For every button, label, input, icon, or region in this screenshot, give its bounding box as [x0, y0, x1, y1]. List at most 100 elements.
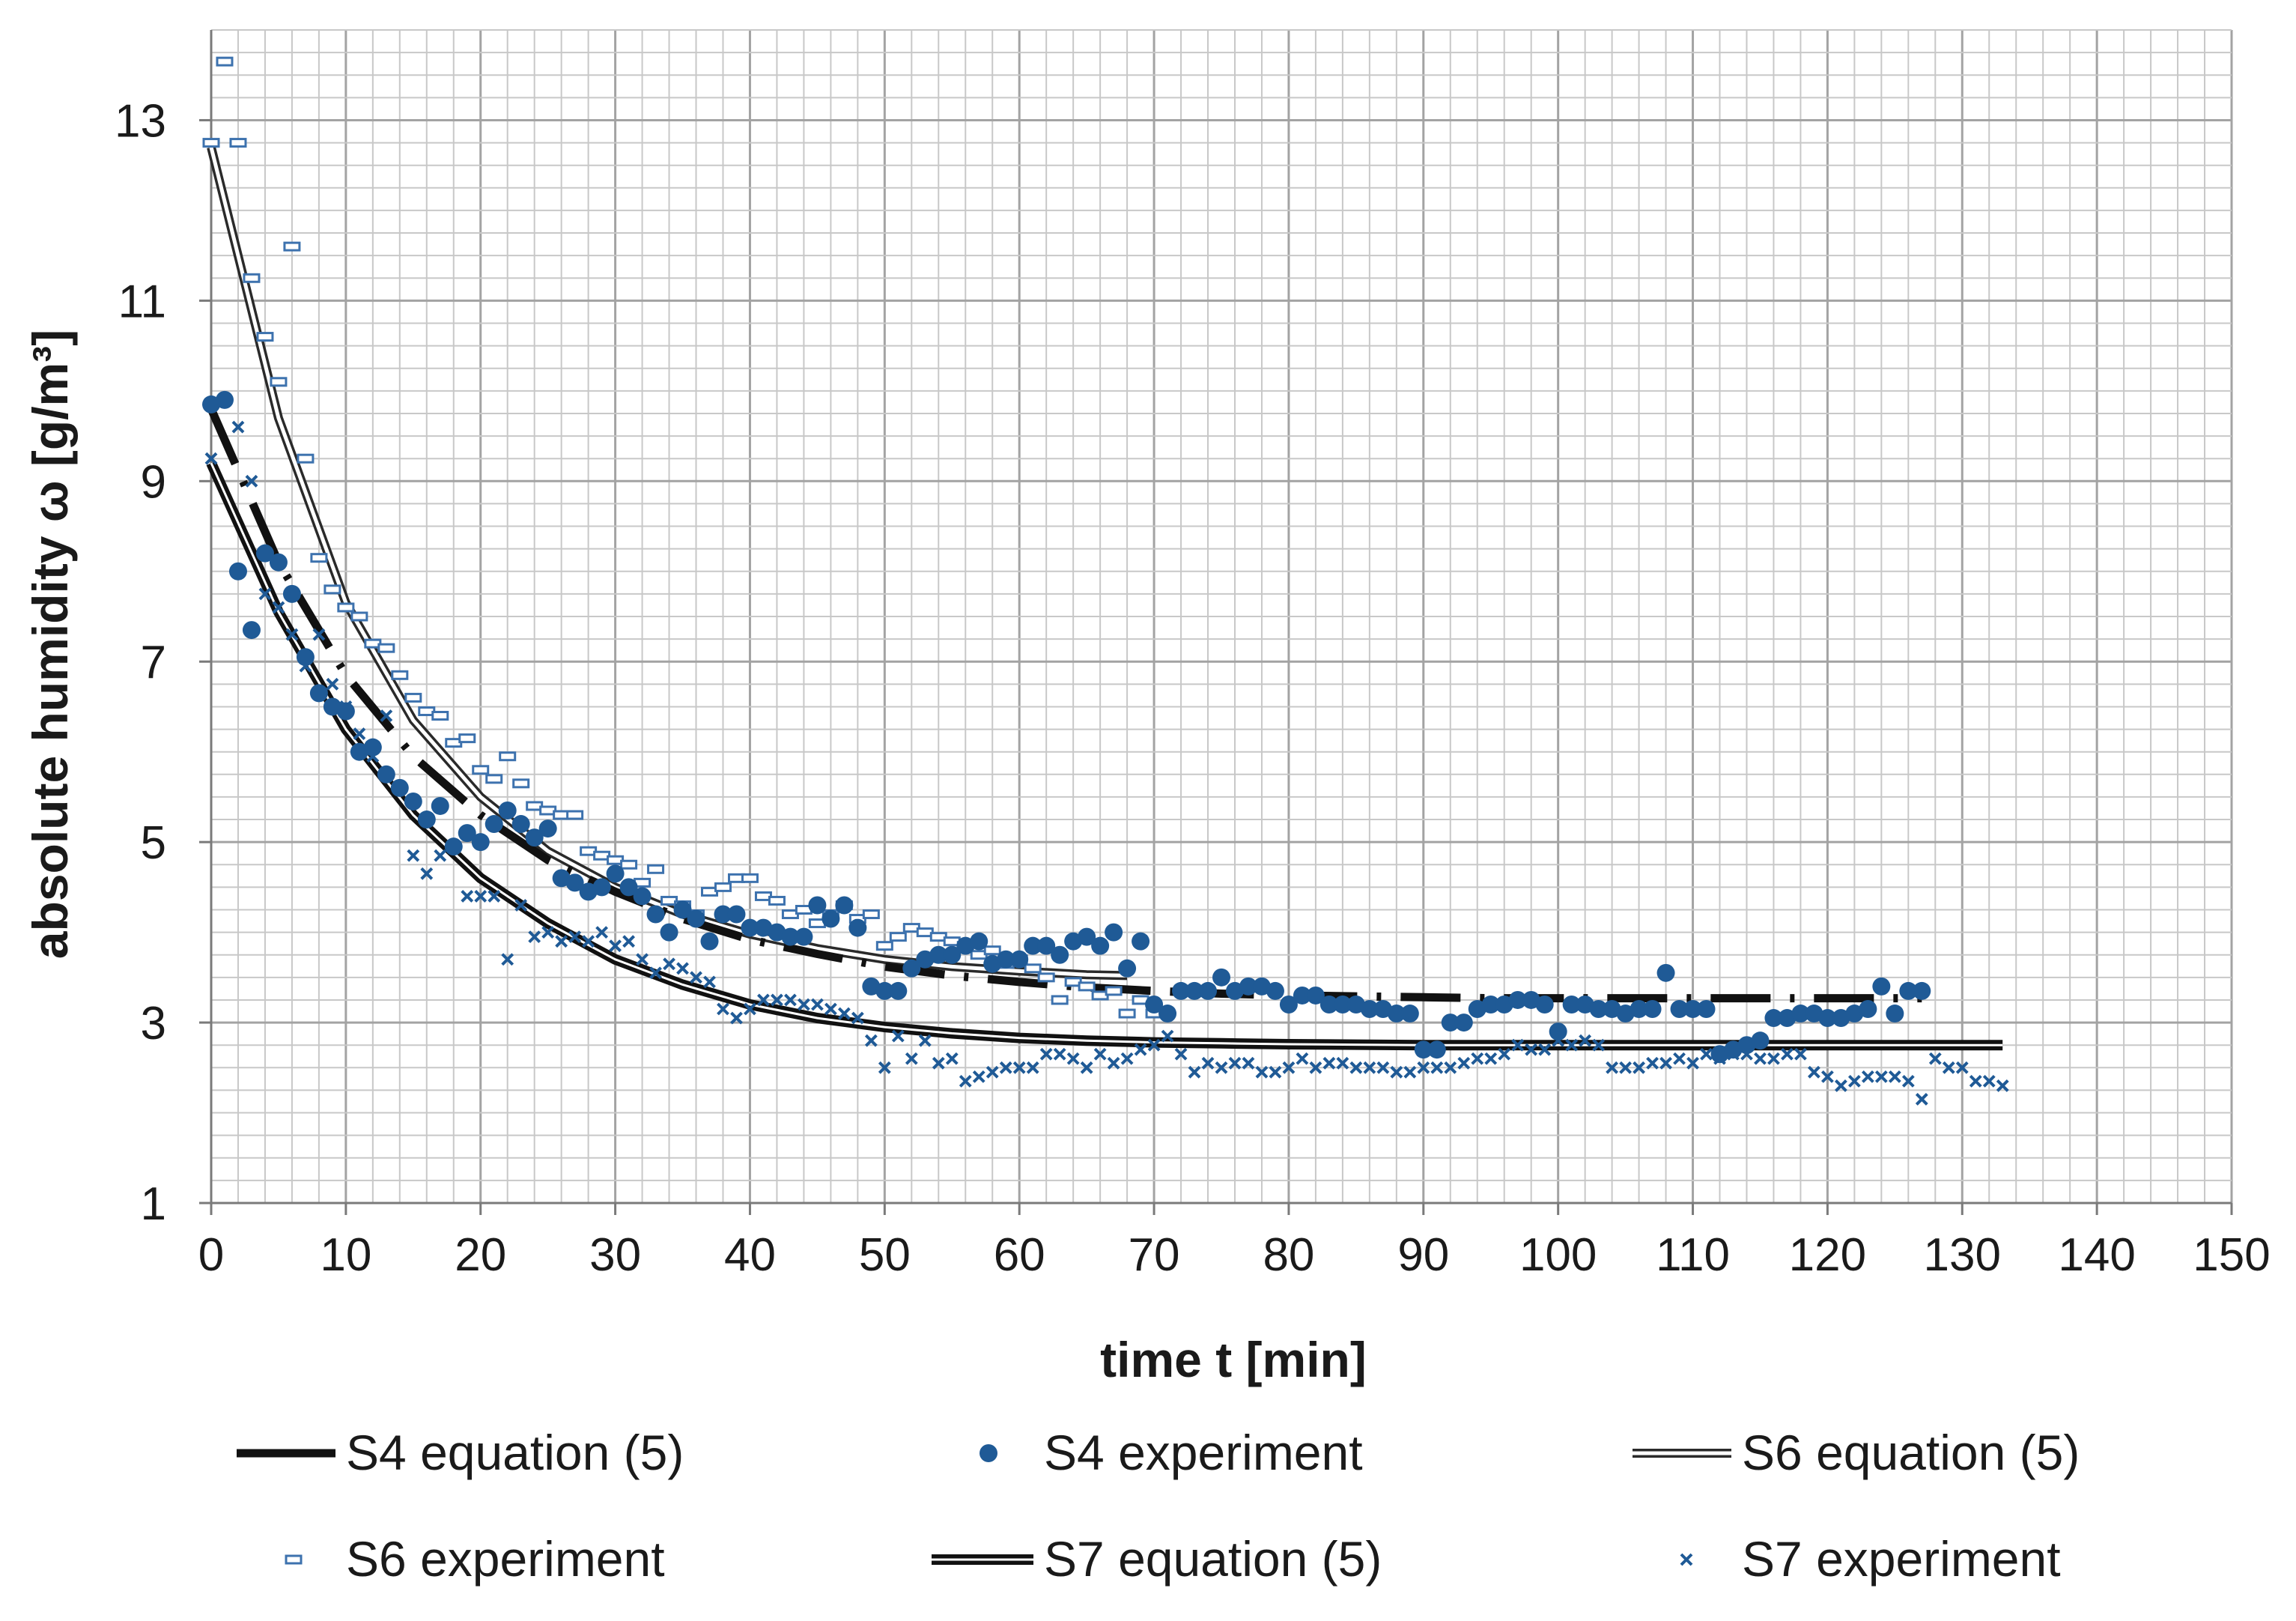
data-point: [771, 993, 783, 1007]
data-point: [310, 553, 328, 563]
data-point: [851, 1011, 864, 1025]
data-point: [431, 796, 449, 815]
data-point: [283, 241, 301, 252]
data-point: [1427, 1040, 1446, 1059]
data-point: [336, 702, 355, 721]
data-point: [741, 873, 759, 883]
data-point: [1670, 1000, 1689, 1019]
data-point: [256, 332, 274, 342]
x-tick-label: 120: [1789, 1229, 1866, 1281]
data-point: [1969, 1074, 1982, 1088]
legend-marker: [1680, 1553, 1693, 1566]
data-point: [1430, 1061, 1444, 1074]
data-point: [1619, 1061, 1633, 1074]
data-point: [255, 544, 274, 563]
legend-label: S6 equation (5): [1742, 1425, 2080, 1480]
data-point: [1293, 986, 1311, 1005]
data-point: [1754, 1052, 1767, 1065]
data-point: [1484, 1052, 1498, 1065]
data-point: [269, 553, 288, 572]
data-point: [391, 670, 409, 680]
data-point: [636, 953, 649, 966]
y-tick-label: 5: [141, 817, 166, 869]
data-point: [538, 819, 557, 838]
data-point: [1565, 1038, 1579, 1052]
data-point: [1549, 1022, 1567, 1041]
data-point: [620, 859, 638, 870]
data-point: [1093, 1047, 1107, 1061]
x-tick-label: 80: [1263, 1229, 1314, 1281]
data-point: [821, 909, 840, 928]
data-point: [1024, 963, 1042, 974]
data-point: [619, 878, 638, 897]
data-point: [1874, 1070, 1888, 1083]
data-point: [1118, 959, 1137, 978]
series-line: [207, 407, 1922, 1003]
data-point: [592, 878, 611, 897]
data-point: [1309, 1061, 1322, 1074]
data-point: [1078, 981, 1096, 992]
data-point: [609, 939, 622, 953]
data-point: [1039, 1047, 1053, 1061]
data-point: [1279, 995, 1298, 1013]
data-point: [1400, 1005, 1419, 1023]
data-point: [1390, 1065, 1403, 1079]
data-point: [229, 138, 247, 148]
grid: [210, 29, 2233, 1205]
legend-label: S4 equation (5): [346, 1425, 684, 1480]
data-point: [1360, 1000, 1379, 1019]
data-point: [1818, 1009, 1837, 1028]
data-point: [1322, 1056, 1336, 1070]
data-point: [282, 584, 301, 603]
data-point: [1847, 1074, 1861, 1088]
data-point: [1673, 1052, 1686, 1065]
x-tick-label: 70: [1129, 1229, 1180, 1281]
data-point: [243, 273, 261, 283]
data-point: [1336, 1056, 1349, 1070]
data-point: [1053, 1047, 1066, 1061]
x-tick-label: 20: [455, 1229, 506, 1281]
legend-marker: [980, 1444, 997, 1462]
data-point: [1697, 1000, 1716, 1019]
data-point: [1349, 1061, 1363, 1074]
data-point: [242, 621, 261, 640]
data-point: [272, 601, 285, 614]
data-point: [1901, 1074, 1915, 1088]
data-point: [1643, 1000, 1662, 1019]
data-point: [202, 138, 220, 148]
data-point: [997, 950, 1015, 969]
legend: S4 equation (5) S4 experiment S6 equation …: [237, 1425, 2080, 1587]
data-point: [918, 1034, 932, 1047]
data-point: [1026, 1061, 1039, 1074]
data-point: [595, 926, 609, 939]
data-point: [488, 890, 501, 903]
data-point: [1767, 1052, 1780, 1065]
data-point: [568, 930, 582, 944]
data-point: [1444, 1061, 1457, 1074]
data-point: [1255, 1065, 1269, 1079]
data-point: [673, 900, 692, 919]
data-point: [1454, 1013, 1473, 1032]
data-point: [1333, 995, 1352, 1013]
data-point: [1296, 1052, 1309, 1065]
data-point: [204, 452, 218, 465]
data-point: [1066, 1052, 1080, 1065]
data-point: [1185, 981, 1204, 1000]
data-point: [1511, 1038, 1525, 1052]
data-point: [727, 905, 746, 924]
data-point: [1201, 1056, 1215, 1070]
data-point: [1147, 1038, 1161, 1052]
data-point: [431, 711, 449, 721]
data-point: [461, 890, 474, 903]
data-point: [1764, 1009, 1783, 1028]
x-tick-label: 30: [589, 1229, 641, 1281]
data-point: [1538, 1043, 1552, 1056]
data-point: [700, 932, 719, 951]
data-point: [528, 930, 541, 944]
series-s4-equation-5-: [207, 407, 1922, 1003]
data-point: [228, 562, 247, 581]
legend-label: S7 equation (5): [1044, 1531, 1382, 1587]
data-point: [326, 677, 339, 691]
data-point: [835, 896, 854, 915]
